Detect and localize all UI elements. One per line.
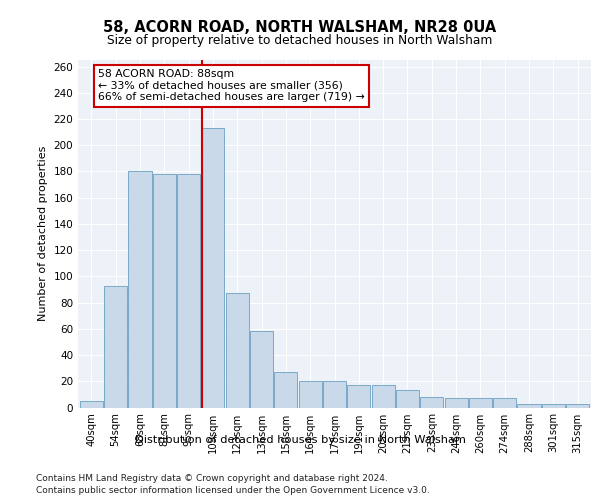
Bar (153, 174, 176, 408)
Text: Distribution of detached houses by size in North Walsham: Distribution of detached houses by size … (134, 435, 466, 445)
Text: Contains HM Land Registry data © Crown copyright and database right 2024.: Contains HM Land Registry data © Crown c… (36, 474, 388, 483)
Bar (323, 382, 346, 407)
Bar (396, 390, 419, 407)
Bar (566, 404, 589, 407)
Bar (226, 294, 249, 408)
Bar (299, 382, 322, 407)
Bar (420, 397, 443, 407)
Bar (347, 385, 370, 407)
Bar (202, 128, 224, 407)
Bar (371, 385, 395, 407)
Bar (517, 404, 541, 407)
Text: 58 ACORN ROAD: 88sqm
← 33% of detached houses are smaller (356)
66% of semi-deta: 58 ACORN ROAD: 88sqm ← 33% of detached h… (98, 69, 365, 102)
Text: 58, ACORN ROAD, NORTH WALSHAM, NR28 0UA: 58, ACORN ROAD, NORTH WALSHAM, NR28 0UA (103, 20, 497, 35)
Bar (104, 286, 127, 408)
Bar (469, 398, 492, 407)
Y-axis label: Number of detached properties: Number of detached properties (38, 146, 48, 322)
Bar (542, 404, 565, 407)
Bar (80, 401, 103, 407)
Text: Size of property relative to detached houses in North Walsham: Size of property relative to detached ho… (107, 34, 493, 47)
Bar (177, 174, 200, 408)
Bar (445, 398, 467, 407)
Bar (274, 372, 298, 408)
Text: Contains public sector information licensed under the Open Government Licence v3: Contains public sector information licen… (36, 486, 430, 495)
Bar (250, 332, 273, 407)
Bar (493, 398, 516, 407)
Bar (128, 172, 152, 408)
